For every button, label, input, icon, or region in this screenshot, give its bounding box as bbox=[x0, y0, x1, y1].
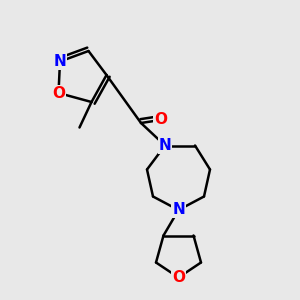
Text: N: N bbox=[159, 138, 171, 153]
Text: O: O bbox=[154, 112, 167, 128]
Text: N: N bbox=[172, 202, 185, 217]
Text: O: O bbox=[52, 85, 65, 100]
Text: N: N bbox=[54, 54, 66, 69]
Text: O: O bbox=[172, 270, 185, 285]
